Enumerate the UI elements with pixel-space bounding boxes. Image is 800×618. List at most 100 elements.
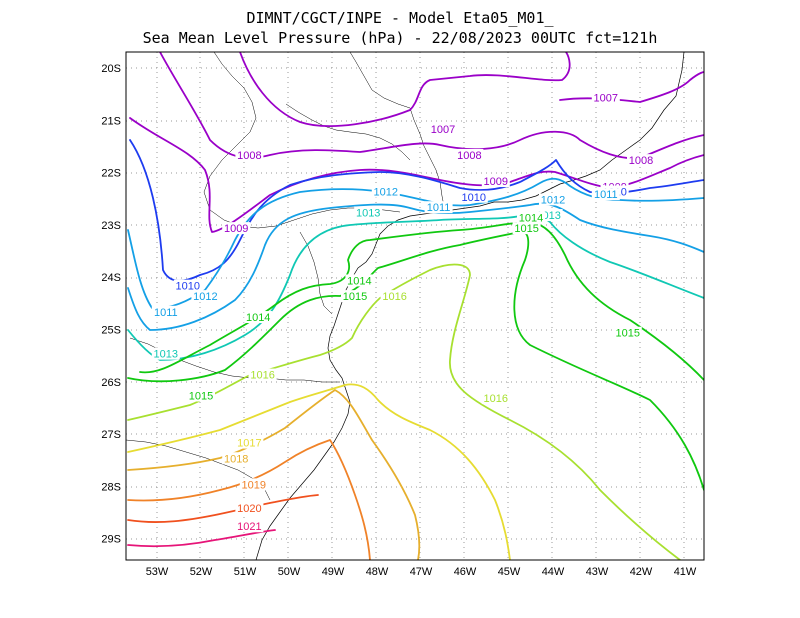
lat-tick-21S: 21S: [101, 115, 121, 127]
isobar-1007: [239, 52, 571, 127]
lat-tick-20S: 20S: [101, 63, 121, 75]
isobar-1018: [127, 389, 421, 560]
map-title-line-2: Sea Mean Level Pressure (hPa) - 22/08/20…: [143, 29, 658, 47]
isobar-label-1016-0: 1016: [250, 370, 274, 382]
lon-tick-48W: 48W: [366, 566, 389, 578]
lat-tick-25S: 25S: [101, 325, 121, 337]
isobar-label-bg: [380, 290, 409, 303]
isobar-label-bg: [222, 452, 251, 465]
isobar-label-bg: [235, 520, 264, 533]
lat-tick-26S: 26S: [101, 377, 121, 389]
isobar-label-1010-0: 1010: [176, 281, 200, 293]
isobar-labels: 1007100710081008100810091009100910101010…: [151, 91, 655, 533]
isobar-label-bg: [613, 326, 642, 339]
state-border-6: [299, 231, 333, 315]
lat-tick-23S: 23S: [101, 220, 121, 232]
isobar-label-1007-1: 1007: [594, 92, 618, 104]
isobar-1017: [127, 383, 511, 560]
isobar-label-1008-2: 1008: [629, 155, 653, 167]
isobar-label-1015-2: 1015: [514, 223, 538, 235]
isobar-label-bg: [512, 222, 541, 235]
map-title-line-1: DIMNT/CGCT/INPE - Model Eta05_M01_: [246, 9, 554, 27]
isobar-label-1021-0: 1021: [237, 521, 261, 533]
isobar-label-1007-0: 1007: [431, 124, 455, 136]
isobar-label-1011-0: 1011: [154, 307, 178, 319]
isobar-label-bg: [187, 389, 215, 402]
lon-tick-49W: 49W: [322, 566, 345, 578]
isobar-label-1017-0: 1017: [237, 438, 261, 450]
isobar-label-1008-1: 1008: [457, 150, 481, 162]
isobar-label-bg: [371, 185, 400, 198]
isobar-label-bg: [151, 305, 180, 318]
lon-tick-53W: 53W: [146, 566, 169, 578]
isobar-label-1009-1: 1009: [484, 176, 508, 188]
isobar-lines: [127, 52, 704, 560]
isobar-label-1014-2: 1014: [519, 213, 543, 225]
isobar-label-bg: [627, 154, 655, 167]
isobar-label-1016-2: 1016: [484, 393, 508, 405]
lon-tick-47W: 47W: [410, 566, 433, 578]
isobar-label-bg: [151, 347, 180, 360]
isobar-label-1012-0: 1012: [193, 291, 217, 303]
map-frame: [125, 51, 705, 561]
isobar-label-1011-1: 1011: [427, 202, 451, 214]
isobar-label-bg: [591, 188, 620, 201]
isobar-label-bg: [424, 201, 453, 214]
isobar-label-bg: [235, 436, 264, 449]
isobar-1012: [127, 202, 704, 331]
isobar-label-bg: [191, 290, 220, 303]
isobar-label-1015-0: 1015: [189, 390, 213, 402]
isobar-label-bg: [173, 279, 202, 292]
isobar-label-bg: [248, 368, 277, 381]
isobar-label-1012-2: 1012: [541, 194, 565, 206]
lat-tick-24S: 24S: [101, 272, 121, 284]
isobar-1013: [127, 214, 704, 361]
isobar-1007-1: [559, 71, 704, 103]
lat-tick-22S: 22S: [101, 168, 121, 180]
isobar-label-bg: [481, 175, 510, 188]
isobar-label-bg: [429, 122, 457, 135]
isobar-1008: [159, 52, 704, 160]
isobar-label-bg: [235, 501, 264, 514]
isobar-label-1015-3: 1015: [616, 328, 640, 340]
isobar-label-1014-0: 1014: [246, 312, 270, 324]
isobar-label-1014-1: 1014: [347, 275, 371, 287]
lon-tick-50W: 50W: [278, 566, 301, 578]
isobar-label-bg: [481, 392, 510, 405]
isobar-label-bg: [354, 206, 383, 219]
latitude-tick-labels: 20S 21S 22S 23S 24S 25S 26S 27S 28S 29S: [101, 63, 121, 546]
lon-tick-45W: 45W: [498, 566, 521, 578]
state-border-2: [203, 52, 401, 229]
lat-tick-28S: 28S: [101, 481, 121, 493]
isobar-label-bg: [239, 478, 268, 491]
isobar-label-bg: [459, 190, 488, 203]
state-border-1: [349, 52, 445, 207]
isobar-label-bg: [539, 193, 567, 206]
lon-tick-43W: 43W: [586, 566, 609, 578]
isobar-label-1011-2: 1011: [594, 189, 618, 201]
isobar-label-1018-0: 1018: [224, 453, 248, 465]
isobar-label-bg: [345, 274, 374, 287]
isobar-label-1015-1: 1015: [343, 291, 367, 303]
lon-tick-51W: 51W: [234, 566, 257, 578]
lat-tick-27S: 27S: [101, 429, 121, 441]
lon-tick-42W: 42W: [630, 566, 653, 578]
isobar-label-1008-0: 1008: [237, 150, 261, 162]
isobar-label-1010-1: 1010: [462, 192, 486, 204]
isobar-label-1020-0: 1020: [237, 503, 261, 515]
isobar-1014: [139, 221, 704, 381]
coastline-and-borders: [126, 52, 685, 560]
lon-tick-52W: 52W: [190, 566, 213, 578]
isobar-label-1009-0: 1009: [224, 223, 248, 235]
isobar-label-bg: [455, 148, 484, 161]
isobar-1020: [127, 494, 319, 523]
isobar-1019: [127, 439, 371, 560]
isobar-label-bg: [244, 311, 273, 324]
isobar-label-1012-1: 1012: [374, 187, 398, 199]
isobar-label-bg: [222, 222, 251, 235]
isobar-label-1013-0: 1013: [154, 349, 178, 361]
lat-tick-29S: 29S: [101, 534, 121, 546]
longitude-tick-labels: 53W 52W 51W 50W 49W 48W 47W 46W 45W 44W 43W 42W 41W: [146, 566, 697, 578]
isobar-1021: [127, 529, 276, 548]
